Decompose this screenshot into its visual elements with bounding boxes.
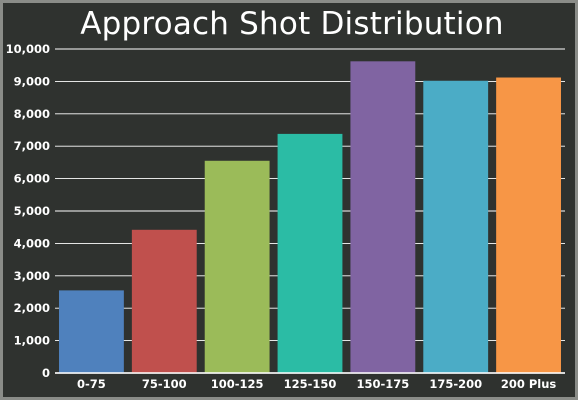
x-tick-label: 75-100 — [142, 377, 187, 391]
bar-100-125 — [204, 160, 270, 373]
x-tick-label: 100-125 — [211, 377, 264, 391]
x-tick-label: 150-175 — [356, 377, 409, 391]
bar-0-75 — [59, 290, 124, 373]
bars — [59, 61, 561, 374]
y-tick-label: 10,000 — [6, 42, 50, 56]
bar-200-plus — [496, 77, 561, 374]
bar-75-100 — [131, 229, 197, 373]
y-tick-label: 6,000 — [14, 172, 50, 186]
y-tick-label: 0 — [42, 366, 50, 380]
x-tick-label: 200 Plus — [501, 377, 557, 391]
x-tick-label: 175-200 — [429, 377, 482, 391]
y-tick-label: 4,000 — [14, 236, 50, 250]
y-tick-label: 3,000 — [14, 269, 50, 283]
x-tick-label: 125-150 — [284, 377, 337, 391]
y-tick-label: 2,000 — [14, 301, 50, 315]
y-tick-label: 9,000 — [14, 74, 50, 88]
y-tick-label: 8,000 — [14, 107, 50, 121]
bar-125-150 — [277, 133, 343, 373]
bar-150-175 — [350, 61, 416, 373]
chart-title: Approach Shot Distribution — [80, 6, 504, 42]
bar-chart: 0 1,000 2,000 3,000 4,000 5,000 6,000 7,000 8,00… — [6, 42, 565, 391]
y-tick-label: 7,000 — [14, 139, 50, 153]
bar-175-200 — [423, 80, 489, 373]
y-tick-label: 5,000 — [14, 204, 50, 218]
axes: 0 1,000 2,000 3,000 4,000 5,000 6,000 7,000 8,00… — [6, 42, 565, 391]
y-tick-label: 1,000 — [14, 334, 50, 348]
x-tick-label: 0-75 — [77, 377, 106, 391]
